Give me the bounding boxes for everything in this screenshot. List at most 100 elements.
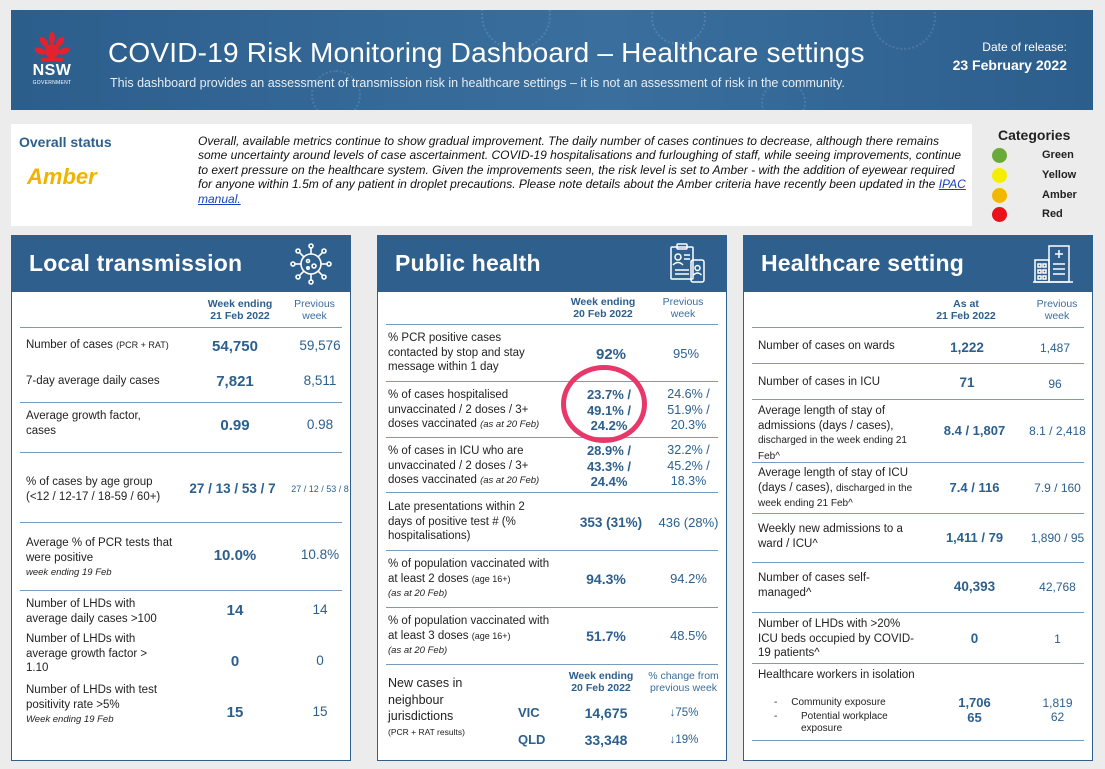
healthcare-setting-panel: Healthcare setting As at 21 Feb 2022 Pre… (743, 235, 1093, 761)
row-label: Average growth factor, cases (26, 410, 141, 437)
virus-decoration (311, 70, 361, 110)
row-label: Healthcare workers in isolation (758, 669, 915, 681)
panel-title: Local transmission (29, 250, 243, 276)
bullet-dash: - (774, 711, 778, 722)
previous-value: 0.98 (306, 417, 334, 432)
current-value: 14,675 (584, 705, 628, 721)
current-value: 1,706 (958, 695, 991, 710)
row-label: Number of LHDs with average daily cases … (26, 598, 157, 625)
previous-value: 8.1 / 2,418 (1029, 424, 1086, 438)
table-row: Average growth factor, cases 0.99 0.98 (20, 402, 342, 452)
row-label: Average length of stay of admissions (da… (758, 404, 923, 464)
current-value: 33,348 (584, 732, 628, 748)
release-date: 23 February 2022 (952, 57, 1067, 73)
sub-item: - Community exposure (774, 697, 886, 708)
nsw-logo: NSW GOVERNMENT (31, 32, 73, 88)
row-label: Number of cases on wards (758, 340, 895, 352)
table-row: Average length of stay of ICU (days / ca… (752, 462, 1084, 513)
previous-value: 1,819 (1042, 696, 1073, 710)
current-value: 27 / 13 / 53 / 7 (189, 481, 276, 496)
virus-icon (290, 243, 332, 285)
row-label-small: (PCR + RAT results) (388, 727, 465, 737)
table-row: Average length of stay of admissions (da… (752, 399, 1086, 464)
table-row: % of population vaccinated with at least… (386, 607, 718, 664)
previous-value: 1,487 (1039, 341, 1071, 355)
category-label: Red (1042, 208, 1063, 220)
row-label-text: % of population vaccinated with at least… (388, 558, 550, 585)
table-row: Average % of PCR tests that were positiv… (20, 522, 342, 590)
sub-item: - Potential workplace exposure (774, 711, 914, 735)
current-value: 65 (967, 710, 982, 725)
change-value: ↓75% (669, 707, 699, 719)
row-label: % of cases in ICU who are unvaccinated /… (388, 444, 558, 489)
table-row: % of cases by age group (<12 / 12-17 / 1… (20, 452, 349, 522)
previous-value: 96 (1048, 377, 1062, 391)
header-banner: NSW GOVERNMENT COVID-19 Risk Monitoring … (11, 10, 1093, 110)
contact-tracing-icon (670, 243, 705, 283)
ipac-manual-link[interactable]: IPAC manual. (198, 177, 966, 206)
previous-value: 1,890 / 95 (1030, 531, 1085, 545)
current-value: 54,750 (212, 338, 258, 355)
row-label-text: Average % of PCR tests that were positiv… (26, 537, 173, 564)
row-label-text: Average length of stay of ICU (days / ca… (758, 467, 909, 494)
row-label: % of cases hospitalised unvaccinated / 2… (388, 388, 558, 433)
row-label: % of cases by age group (<12 / 12-17 / 1… (26, 476, 161, 503)
col-header-current: Week ending 20 Feb 2022 (568, 670, 634, 694)
row-label-text: Number of cases (26, 339, 113, 351)
amber-dot (992, 188, 1007, 203)
row-label-note: (as at 20 Feb) (388, 645, 448, 656)
row-label-small: discharged in the week ending 21 Feb^ (758, 435, 907, 462)
highlight-circle (561, 365, 647, 443)
virus-decoration (761, 80, 806, 110)
panel-header: Public health (377, 235, 727, 292)
row-label-small: discharged in the week ending 21 Feb^ (758, 482, 913, 510)
col-header-previous: Previous week (1036, 298, 1078, 322)
previous-value: 42,768 (1039, 580, 1076, 594)
row-label: New cases in neighbour jurisdictions (388, 676, 463, 723)
overall-status-value: Amber (27, 164, 97, 189)
waratah-icon (35, 32, 69, 61)
row-label: Late presentations within 2 days of posi… (388, 501, 525, 542)
neighbour-jurisdictions-row: New cases in neighbour jurisdictions (PC… (386, 664, 719, 756)
current-value: 92% (595, 346, 627, 363)
panel-title: Healthcare setting (761, 250, 964, 276)
current-value: 0 (970, 631, 979, 646)
current-value: 10.0% (213, 547, 257, 564)
row-label: Average length of stay of ICU (days / ca… (758, 466, 923, 512)
state-qld: QLD (518, 732, 546, 747)
current-value: 353 (31%) (579, 515, 643, 530)
previous-value: 14 (312, 602, 328, 617)
overall-status-box: Overall status Amber Overall, available … (11, 124, 972, 226)
current-value: 94.3% (586, 571, 626, 587)
row-label: Number of LHDs with test positivity rate… (26, 683, 176, 728)
row-label-note: Week ending 19 Feb (26, 714, 114, 725)
row-label: Number of cases in ICU (758, 376, 881, 388)
row-label-note: (as at 20 Feb) (388, 588, 448, 599)
current-value: 8.4 / 1,807 (943, 423, 1006, 438)
current-value: 7.4 / 116 (949, 480, 1000, 495)
previous-value: 48.5% (670, 628, 707, 643)
virus-decoration (871, 10, 936, 50)
category-red: Red (992, 206, 1097, 224)
table-row: Weekly new admissions to a ward / ICU^ 1… (752, 513, 1084, 562)
current-value: 0.99 (220, 417, 250, 434)
status-description: Overall, available metrics continue to s… (198, 134, 962, 192)
row-label-note: (as at 20 Feb) (480, 419, 540, 430)
row-label: % of population vaccinated with at least… (388, 557, 553, 602)
category-amber: Amber (992, 187, 1097, 205)
previous-value: 27 / 12 / 53 / 8 (291, 484, 349, 494)
sub-item-label: Potential workplace exposure (801, 711, 888, 734)
panel-body: Week ending 21 Feb 2022 Previous week Nu… (11, 292, 351, 761)
table-row: % of cases hospitalised unvaccinated / 2… (386, 381, 718, 437)
row-label: 7-day average daily cases (26, 375, 160, 387)
category-label: Green (1042, 149, 1074, 161)
current-value: 1,222 (950, 340, 984, 355)
col-header-previous: Previous week (294, 298, 335, 322)
col-header-current: Week ending 20 Feb 2022 (570, 296, 636, 320)
current-value: 71 (959, 375, 975, 390)
current-value: 15 (226, 704, 244, 721)
row-label-text: % of population vaccinated with at least… (388, 615, 550, 642)
categories-legend: Categories Green Yellow Amber Red (985, 124, 1097, 226)
row-label: Number of cases (PCR + RAT) (26, 338, 176, 353)
row-label: % of population vaccinated with at least… (388, 614, 553, 659)
